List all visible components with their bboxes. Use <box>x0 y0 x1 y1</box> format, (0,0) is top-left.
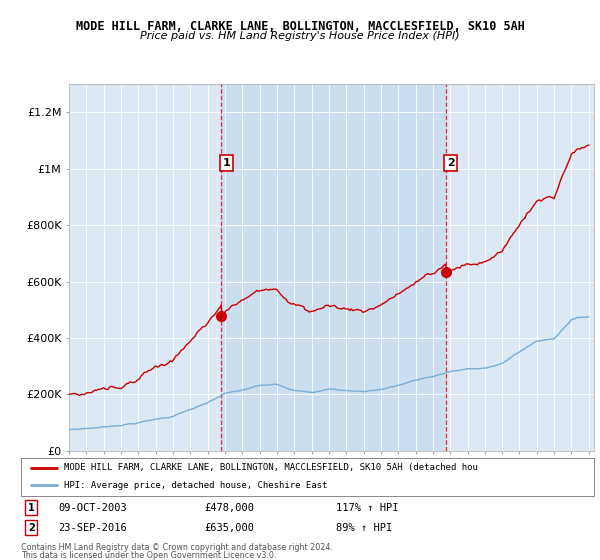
Text: HPI: Average price, detached house, Cheshire East: HPI: Average price, detached house, Ches… <box>64 481 328 490</box>
Text: 89% ↑ HPI: 89% ↑ HPI <box>336 523 392 533</box>
Bar <box>221 84 446 451</box>
Text: £635,000: £635,000 <box>205 523 254 533</box>
Text: 23-SEP-2016: 23-SEP-2016 <box>58 523 127 533</box>
Text: 1: 1 <box>28 503 35 512</box>
Text: 2: 2 <box>447 158 455 168</box>
Text: Price paid vs. HM Land Registry's House Price Index (HPI): Price paid vs. HM Land Registry's House … <box>140 31 460 41</box>
Text: 117% ↑ HPI: 117% ↑ HPI <box>336 503 398 512</box>
Text: This data is licensed under the Open Government Licence v3.0.: This data is licensed under the Open Gov… <box>21 551 277 560</box>
Text: 09-OCT-2003: 09-OCT-2003 <box>58 503 127 512</box>
Text: £478,000: £478,000 <box>205 503 254 512</box>
Text: Contains HM Land Registry data © Crown copyright and database right 2024.: Contains HM Land Registry data © Crown c… <box>21 543 333 552</box>
Text: 2: 2 <box>28 523 35 533</box>
Text: 1: 1 <box>223 158 230 168</box>
Text: MODE HILL FARM, CLARKE LANE, BOLLINGTON, MACCLESFIELD, SK10 5AH (detached hou: MODE HILL FARM, CLARKE LANE, BOLLINGTON,… <box>64 463 478 472</box>
Text: MODE HILL FARM, CLARKE LANE, BOLLINGTON, MACCLESFIELD, SK10 5AH: MODE HILL FARM, CLARKE LANE, BOLLINGTON,… <box>76 20 524 32</box>
